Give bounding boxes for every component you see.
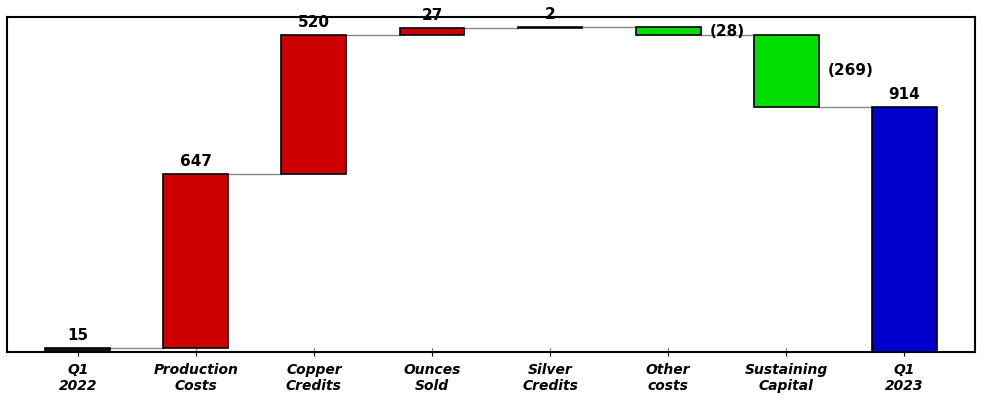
Text: 647: 647 xyxy=(180,154,212,170)
Bar xyxy=(400,28,464,35)
Bar xyxy=(872,107,937,352)
Bar xyxy=(282,35,347,174)
Bar xyxy=(163,174,228,348)
Bar xyxy=(45,348,110,352)
Text: 520: 520 xyxy=(298,15,330,30)
Text: (28): (28) xyxy=(709,24,744,39)
Text: (269): (269) xyxy=(828,64,873,78)
Bar xyxy=(754,35,819,107)
Text: 914: 914 xyxy=(889,87,920,102)
Text: 2: 2 xyxy=(545,7,556,22)
Text: 15: 15 xyxy=(67,328,88,343)
Text: 27: 27 xyxy=(421,8,443,23)
Bar xyxy=(635,28,700,35)
